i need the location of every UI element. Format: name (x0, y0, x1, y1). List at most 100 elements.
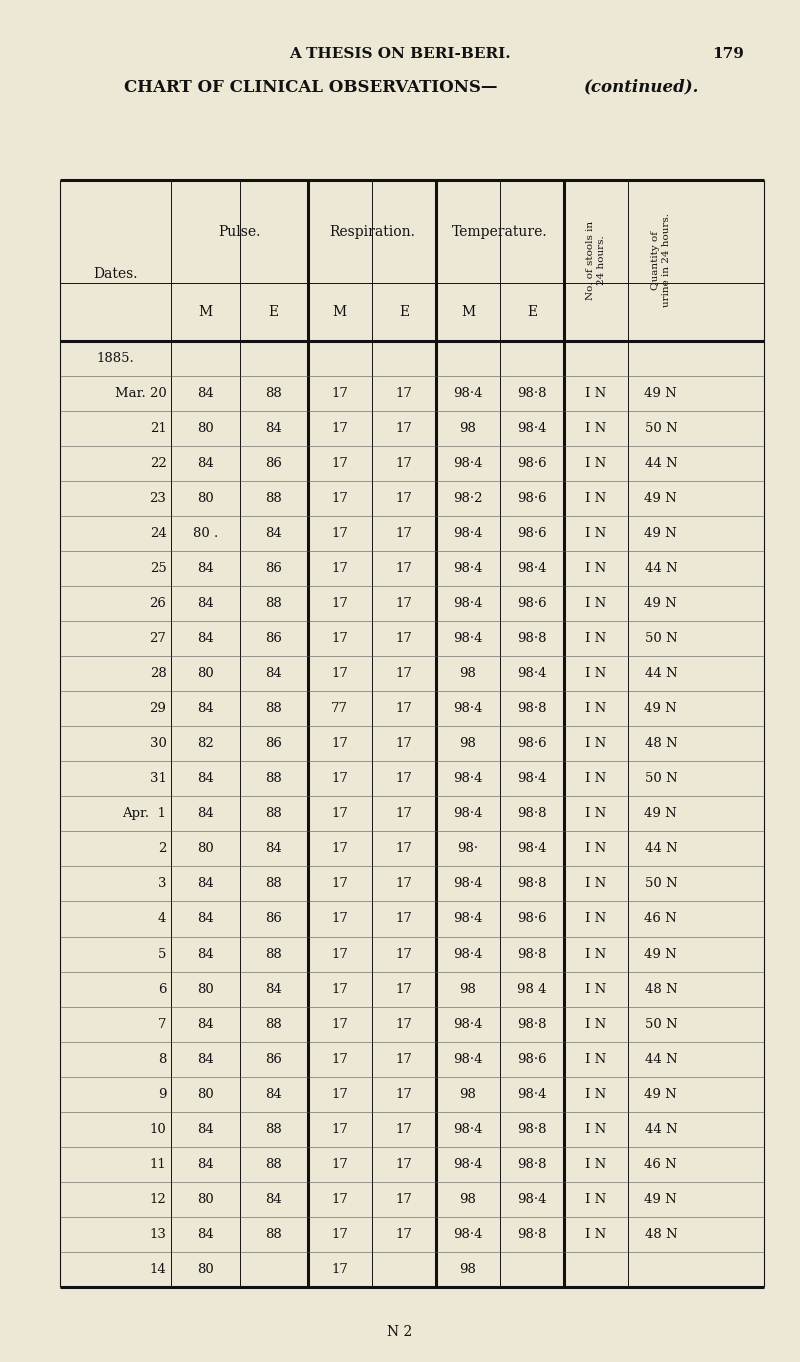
Text: 98·4: 98·4 (454, 1158, 482, 1171)
Text: 17: 17 (331, 1263, 348, 1276)
Text: 17: 17 (395, 1229, 412, 1241)
Text: 98·6: 98·6 (518, 492, 547, 505)
Text: I N: I N (586, 913, 606, 925)
Text: 17: 17 (395, 808, 412, 820)
Text: 44 N: 44 N (645, 667, 677, 680)
Text: 98·4: 98·4 (454, 1229, 482, 1241)
Text: 98·2: 98·2 (454, 492, 482, 505)
Text: 86: 86 (266, 737, 282, 750)
Text: 80: 80 (197, 1263, 214, 1276)
Text: 17: 17 (395, 913, 412, 925)
Text: 98·4: 98·4 (454, 563, 482, 575)
Text: 98·4: 98·4 (454, 772, 482, 786)
Text: 44 N: 44 N (645, 456, 677, 470)
Text: 88: 88 (266, 597, 282, 610)
Text: 27: 27 (150, 632, 166, 646)
Text: 179: 179 (712, 48, 744, 61)
Text: I N: I N (586, 808, 606, 820)
Text: 17: 17 (331, 456, 348, 470)
Text: 80: 80 (197, 667, 214, 680)
Text: 86: 86 (266, 1053, 282, 1065)
Text: 17: 17 (331, 597, 348, 610)
Text: 17: 17 (395, 877, 412, 891)
Text: I N: I N (586, 737, 606, 750)
Text: 98·4: 98·4 (518, 1193, 546, 1205)
Text: I N: I N (586, 422, 606, 434)
Text: 98·8: 98·8 (518, 1017, 546, 1031)
Text: I N: I N (586, 387, 606, 399)
Text: 86: 86 (266, 456, 282, 470)
Text: 98·4: 98·4 (518, 563, 546, 575)
Text: 17: 17 (395, 1158, 412, 1171)
Text: 98: 98 (459, 737, 477, 750)
Text: 17: 17 (331, 1017, 348, 1031)
Text: 98·4: 98·4 (454, 387, 482, 399)
Text: 98·4: 98·4 (518, 422, 546, 434)
Text: 98·4: 98·4 (454, 632, 482, 646)
Text: 98 4: 98 4 (518, 982, 546, 996)
Text: 49 N: 49 N (645, 527, 678, 539)
Text: 88: 88 (266, 703, 282, 715)
Text: 23: 23 (150, 492, 166, 505)
Text: 98·4: 98·4 (454, 808, 482, 820)
Text: 17: 17 (331, 492, 348, 505)
Text: 17: 17 (395, 563, 412, 575)
Text: 98·8: 98·8 (518, 632, 546, 646)
Text: 17: 17 (331, 982, 348, 996)
Text: 29: 29 (150, 703, 166, 715)
Text: 46 N: 46 N (645, 913, 678, 925)
Text: 84: 84 (197, 703, 214, 715)
Text: 98: 98 (459, 1088, 477, 1100)
Text: 17: 17 (395, 1088, 412, 1100)
Text: 84: 84 (197, 1017, 214, 1031)
Text: I N: I N (586, 492, 606, 505)
Text: 98·8: 98·8 (518, 1229, 546, 1241)
Text: 98·4: 98·4 (518, 1088, 546, 1100)
Text: 11: 11 (150, 1158, 166, 1171)
Text: No. of stools in
24 hours.: No. of stools in 24 hours. (586, 221, 606, 300)
Text: (continued).: (continued). (584, 79, 699, 95)
Text: 80: 80 (197, 982, 214, 996)
Text: A THESIS ON BERI-BERI.: A THESIS ON BERI-BERI. (289, 48, 511, 61)
Text: 98·4: 98·4 (454, 1053, 482, 1065)
Text: 86: 86 (266, 563, 282, 575)
Text: Dates.: Dates. (94, 267, 138, 281)
Text: 17: 17 (395, 842, 412, 855)
Text: 84: 84 (197, 632, 214, 646)
Text: 98·4: 98·4 (454, 527, 482, 539)
Text: 98·8: 98·8 (518, 1122, 546, 1136)
Text: 49 N: 49 N (645, 808, 678, 820)
Text: 98·: 98· (458, 842, 478, 855)
Text: 88: 88 (266, 948, 282, 960)
Text: 84: 84 (197, 1229, 214, 1241)
Text: 98·6: 98·6 (518, 527, 547, 539)
Text: CHART OF CLINICAL OBSERVATIONS—: CHART OF CLINICAL OBSERVATIONS— (124, 79, 498, 95)
Text: 88: 88 (266, 808, 282, 820)
Text: 88: 88 (266, 1122, 282, 1136)
Text: 88: 88 (266, 387, 282, 399)
Text: Respiration.: Respiration. (329, 225, 415, 238)
Text: 17: 17 (331, 1158, 348, 1171)
Text: 17: 17 (331, 527, 348, 539)
Text: 17: 17 (331, 1193, 348, 1205)
Text: 80: 80 (197, 492, 214, 505)
Text: I N: I N (586, 632, 606, 646)
Text: 17: 17 (331, 948, 348, 960)
Text: 1885.: 1885. (97, 351, 134, 365)
Text: 84: 84 (266, 667, 282, 680)
Text: 77: 77 (331, 703, 348, 715)
Text: 3: 3 (158, 877, 166, 891)
Text: 17: 17 (395, 982, 412, 996)
Text: 98·8: 98·8 (518, 1158, 546, 1171)
Text: 84: 84 (197, 456, 214, 470)
Text: 84: 84 (197, 948, 214, 960)
Text: Pulse.: Pulse. (218, 225, 261, 238)
Text: 44 N: 44 N (645, 563, 677, 575)
Text: 84: 84 (197, 387, 214, 399)
Text: 17: 17 (331, 1053, 348, 1065)
Text: 17: 17 (331, 1088, 348, 1100)
Text: 88: 88 (266, 1158, 282, 1171)
Text: 48 N: 48 N (645, 982, 677, 996)
Text: 17: 17 (331, 772, 348, 786)
Text: 17: 17 (395, 1053, 412, 1065)
